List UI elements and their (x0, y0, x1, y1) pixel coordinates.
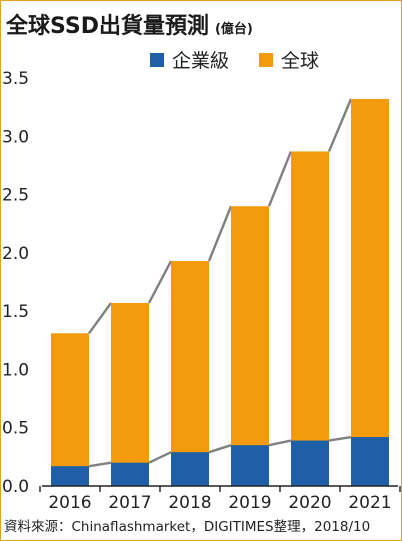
enterprise-connector-line (268, 439, 292, 447)
y-tick-label: 0.5 (2, 419, 29, 439)
bar-chart: 0.0 0.5 1.0 1.5 2.0 2.5 3.0 3.5 2016 2017 2018 2019… (2, 69, 401, 512)
enterprise-connector-line (88, 461, 112, 468)
y-tick-label: 1.0 (2, 360, 29, 380)
enterprise-connector-line (208, 444, 232, 454)
bar-global (351, 98, 389, 487)
legend-item-global: 全球 (259, 46, 319, 73)
enterprise-connector-line (148, 451, 172, 464)
bar-enterprise (111, 462, 149, 486)
legend: 企業級 全球 (150, 46, 337, 73)
chart-title: 全球SSD出貨量預測 (6, 14, 209, 39)
source-note: 資料來源：Chinaflashmarket，DIGITIMES整理，2018/1… (4, 519, 371, 535)
bar-global (291, 151, 329, 486)
legend-swatch-global (259, 52, 274, 67)
title-block: 全球SSD出貨量預測 (億台) (6, 8, 253, 40)
x-tick-label: 2020 (288, 493, 331, 512)
x-tick-label: 2021 (348, 493, 391, 512)
unit-label: (億台) (214, 22, 253, 37)
bar-global (111, 302, 149, 486)
legend-label-enterprise: 企業級 (172, 50, 230, 72)
y-tick-label: 1.5 (2, 302, 29, 322)
total-connector-line (147, 260, 173, 304)
total-connector-line (88, 302, 112, 334)
bar-global (231, 206, 269, 486)
x-tick-label: 2017 (108, 493, 151, 512)
total-connector-line (207, 205, 233, 262)
y-tick-label: 0.0 (2, 477, 29, 497)
x-tick-label: 2016 (48, 493, 91, 512)
total-connector-line (267, 150, 293, 207)
bar-enterprise (291, 440, 329, 486)
bar-enterprise (51, 466, 89, 486)
y-tick-label: 2.5 (2, 186, 29, 206)
enterprise-connector-line (328, 435, 352, 442)
legend-item-enterprise: 企業級 (150, 46, 229, 73)
x-tick-label: 2018 (168, 493, 211, 512)
legend-label-global: 全球 (281, 50, 320, 72)
y-tick-label: 3.5 (2, 69, 29, 89)
y-tick-label: 3.0 (2, 127, 29, 147)
total-connector-line (327, 98, 353, 152)
y-tick-label: 2.0 (2, 244, 29, 264)
x-tick-label: 2019 (228, 493, 271, 512)
legend-swatch-enterprise (150, 52, 164, 67)
bar-enterprise (351, 437, 389, 486)
bar-enterprise (231, 445, 269, 486)
bar-global (171, 261, 209, 486)
bar-global (51, 333, 89, 486)
bar-enterprise (171, 452, 209, 486)
